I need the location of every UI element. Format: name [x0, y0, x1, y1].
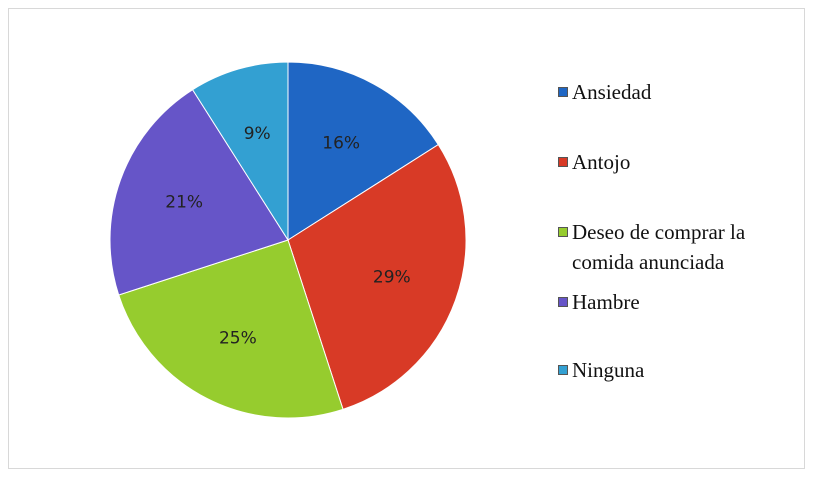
- data-label: 21%: [165, 193, 203, 213]
- chart-frame: [8, 8, 805, 469]
- legend-label: Ninguna: [572, 358, 645, 382]
- legend-label: Hambre: [572, 290, 640, 314]
- legend-item: Ansiedad: [558, 77, 803, 107]
- legend-label: Ansiedad: [572, 80, 652, 104]
- legend-swatch: [558, 157, 568, 167]
- legend-item: Ninguna: [558, 355, 803, 385]
- pie-slice: [191, 61, 289, 242]
- data-label: 16%: [322, 133, 360, 153]
- data-label: 29%: [373, 267, 411, 287]
- pie-slice: [118, 239, 344, 419]
- pie-slice: [109, 89, 289, 296]
- legend-item: Hambre: [558, 287, 803, 317]
- pie-slice: [287, 143, 467, 410]
- data-label: 25%: [219, 328, 257, 348]
- legend-swatch: [558, 297, 568, 307]
- legend-item: Antojo: [558, 147, 803, 177]
- data-label: 9%: [244, 124, 271, 144]
- legend-label: Antojo: [572, 150, 631, 174]
- legend-swatch: [558, 365, 568, 375]
- legend-label: Deseo de comprar la comida anunciada: [572, 220, 746, 274]
- pie-slice: [287, 61, 439, 241]
- legend-swatch: [558, 87, 568, 97]
- legend-swatch: [558, 227, 568, 237]
- legend-item: Deseo de comprar la comida anunciada: [558, 217, 803, 277]
